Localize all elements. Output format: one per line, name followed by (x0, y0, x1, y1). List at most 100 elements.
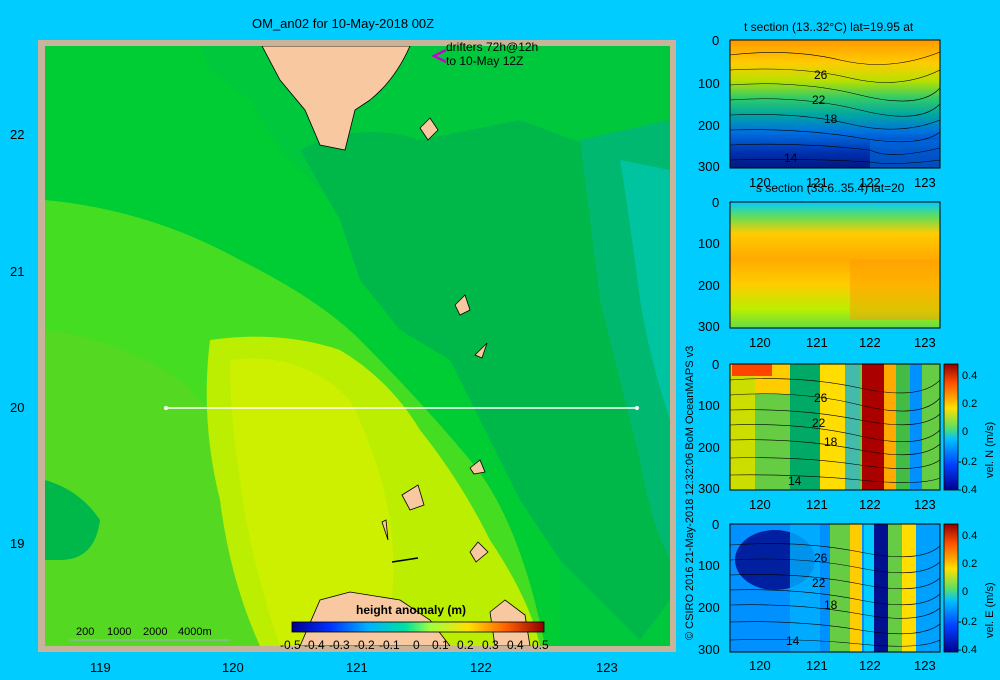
drifters-label-2: to 10-May 12Z (446, 54, 524, 68)
x-tick-120: 120 (222, 660, 244, 675)
n-y-200: 200 (698, 440, 720, 455)
cb-tick-0: -0.5 (280, 638, 301, 652)
n-cb-0: 0 (962, 426, 969, 438)
vel-n-colorbar (943, 363, 959, 491)
s-y-100: 100 (698, 236, 720, 251)
depth-4000: 4000m (178, 626, 212, 638)
depth-200: 200 (76, 626, 95, 638)
n-contour-18: 18 (824, 435, 838, 449)
cb-tick-10: 0.5 (532, 638, 549, 652)
x-tick-123: 123 (596, 660, 618, 675)
depth-2000: 2000 (143, 626, 168, 638)
x-tick-122: 122 (470, 660, 492, 675)
land-taiwan (261, 46, 411, 151)
n-cb-m0.4: -0.4 (958, 484, 977, 496)
e-x-121: 121 (806, 658, 828, 673)
land-luzon (299, 591, 451, 646)
n-contour-14: 14 (788, 474, 802, 488)
n-x-123: 123 (914, 497, 936, 512)
e-x-122: 122 (859, 658, 881, 673)
cb-tick-6: 0.1 (432, 638, 449, 652)
n-cb-0.2: 0.2 (962, 398, 978, 410)
s-x-120: 120 (749, 335, 771, 350)
vel-n-panel (729, 363, 959, 491)
s-section-title: s section (33.6..35.4) lat=20 (756, 181, 905, 195)
y-tick-19: 19 (10, 536, 25, 551)
vel-n-label: vel. N (m/s) (984, 421, 996, 478)
e-x-123: 123 (914, 658, 936, 673)
t-contour-22: 22 (812, 93, 826, 107)
height-colorbar (291, 621, 545, 633)
e-contour-14: 14 (786, 634, 800, 648)
t-contour-26: 26 (814, 68, 828, 82)
e-cb-0.2: 0.2 (962, 558, 978, 570)
t-y-0: 0 (712, 33, 720, 48)
n-x-121: 121 (806, 497, 828, 512)
s-x-122: 122 (859, 335, 881, 350)
e-y-300: 300 (698, 642, 720, 657)
s-x-123: 123 (914, 335, 936, 350)
t-x-123: 123 (914, 175, 936, 190)
colorbar-title: height anomaly (m) (356, 603, 467, 617)
e-y-200: 200 (698, 600, 720, 615)
n-cb-m0.2: -0.2 (958, 456, 977, 468)
s-y-300: 300 (698, 319, 720, 334)
n-y-300: 300 (698, 481, 720, 496)
e-cb-0: 0 (962, 586, 969, 598)
cb-tick-7: 0.2 (457, 638, 474, 652)
main-map (38, 40, 676, 652)
height-anomaly-field (45, 46, 670, 646)
vel-e-label: vel. E (m/s) (984, 582, 996, 638)
t-x-121: 121 (806, 175, 828, 190)
t-contour-18: 18 (824, 112, 838, 126)
x-tick-121: 121 (346, 660, 368, 675)
x-tick-119: 119 (90, 660, 111, 675)
e-contour-22: 22 (812, 576, 826, 590)
cb-tick-9: 0.4 (507, 638, 524, 652)
n-y-0: 0 (712, 357, 720, 372)
e-y-0: 0 (712, 517, 720, 532)
e-y-100: 100 (698, 558, 720, 573)
cb-tick-8: 0.3 (482, 638, 499, 652)
t-y-200: 200 (698, 118, 720, 133)
credit-text: © CSIRO 2016 21-May-2018 12:32:06 BoM Oc… (684, 345, 696, 640)
e-contour-18: 18 (824, 598, 838, 612)
e-cb-0.4: 0.4 (962, 530, 978, 542)
e-x-120: 120 (749, 658, 771, 673)
y-tick-21: 21 (10, 264, 25, 279)
e-cb-m0.2: -0.2 (958, 616, 977, 628)
n-x-120: 120 (749, 497, 771, 512)
s-y-200: 200 (698, 278, 720, 293)
vel-e-colorbar (943, 523, 959, 653)
s-y-0: 0 (712, 195, 720, 210)
t-section-title: t section (13..32°C) lat=19.95 at (744, 20, 914, 34)
cb-tick-1: -0.4 (304, 638, 325, 652)
s-x-121: 121 (806, 335, 828, 350)
n-x-122: 122 (859, 497, 881, 512)
cb-tick-5: 0 (413, 638, 420, 652)
cb-tick-2: -0.3 (329, 638, 350, 652)
drifter-icon (431, 48, 447, 64)
n-contour-26: 26 (814, 391, 828, 405)
vel-e-panel (729, 523, 959, 653)
drifters-label-1: drifters 72h@12h (446, 40, 539, 54)
y-tick-20: 20 (10, 400, 25, 415)
t-contour-14: 14 (784, 151, 798, 165)
t-section-panel (729, 39, 941, 169)
e-cb-m0.4: -0.4 (958, 644, 977, 656)
t-y-100: 100 (698, 76, 720, 91)
depth-1000: 1000 (107, 626, 132, 638)
s-section-panel (729, 201, 941, 329)
y-tick-22: 22 (10, 127, 25, 142)
n-cb-0.4: 0.4 (962, 370, 978, 382)
e-contour-26: 26 (814, 551, 828, 565)
t-x-120: 120 (749, 175, 771, 190)
t-y-300: 300 (698, 159, 720, 174)
main-title: OM_an02 for 10-May-2018 00Z (252, 16, 435, 31)
n-y-100: 100 (698, 398, 720, 413)
cb-tick-4: -0.1 (379, 638, 400, 652)
t-x-122: 122 (859, 175, 881, 190)
cb-tick-3: -0.2 (354, 638, 375, 652)
n-contour-22: 22 (812, 416, 826, 430)
